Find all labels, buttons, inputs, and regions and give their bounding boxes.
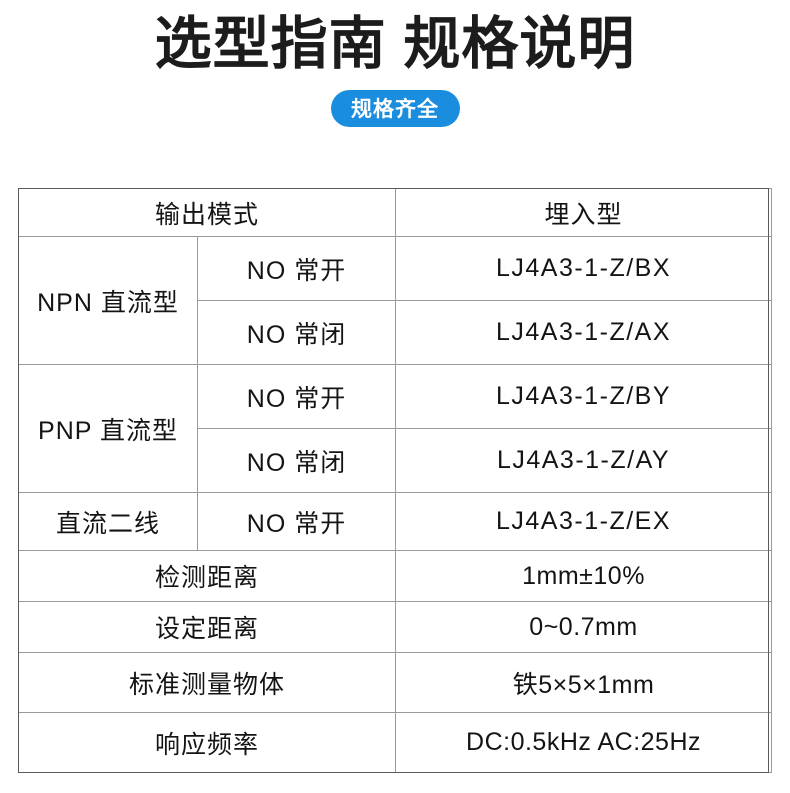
contact-type-pnp-nc: NO 常闭	[196, 428, 397, 493]
table-row: 设定距离 0~0.7mm	[17, 601, 773, 653]
contact-type-npn-no: NO 常开	[196, 236, 397, 301]
spec-value-response-frequency: DC:0.5kHz AC:25Hz	[395, 712, 773, 773]
spec-value-standard-target: 铁5×5×1mm	[395, 652, 773, 713]
spec-label-standard-target: 标准测量物体	[17, 652, 397, 713]
table-header-row: 输出模式 埋入型	[17, 188, 773, 237]
spec-value-sensing-distance: 1mm±10%	[395, 550, 773, 602]
group-label-pnp: PNP 直流型	[18, 364, 198, 493]
model-pnp-nc: LJ4A3-1-Z/AY	[395, 428, 773, 493]
spec-table: 输出模式 埋入型 NPN 直流型 NO 常开 LJ4A3-1-Z/BX NO 常…	[17, 188, 773, 773]
table-row: PNP 直流型 NO 常开 LJ4A3-1-Z/BY	[18, 364, 773, 493]
model-npn-nc: LJ4A3-1-Z/AX	[395, 300, 773, 365]
page-header: 选型指南 规格说明 规格齐全	[0, 0, 790, 127]
page-title: 选型指南 规格说明	[154, 12, 636, 76]
spec-table-container: 输出模式 埋入型 NPN 直流型 NO 常开 LJ4A3-1-Z/BX NO 常…	[17, 188, 773, 773]
model-pnp-no: LJ4A3-1-Z/BY	[395, 364, 773, 429]
table-row: NO 常闭 LJ4A3-1-Z/AX	[19, 300, 773, 365]
header-cell-output-mode: 输出模式	[17, 188, 397, 237]
table-row: 检测距离 1mm±10%	[17, 550, 773, 602]
spec-label-sensing-distance: 检测距离	[17, 550, 397, 602]
status-badge: 规格齐全	[330, 89, 460, 127]
table-row: 直流二线 NO 常开 LJ4A3-1-Z/EX	[18, 492, 773, 551]
spec-value-set-distance: 0~0.7mm	[395, 601, 773, 653]
header-cell-type: 埋入型	[395, 188, 773, 237]
badge-container: 规格齐全	[0, 89, 790, 127]
spec-label-response-frequency: 响应频率	[17, 712, 397, 773]
contact-type-pnp-no: NO 常开	[196, 364, 397, 429]
table-row: NPN 直流型 NO 常开 LJ4A3-1-Z/BX	[18, 236, 773, 365]
table-row: 标准测量物体 铁5×5×1mm	[17, 652, 773, 713]
spec-label-set-distance: 设定距离	[17, 601, 397, 653]
group-label-npn: NPN 直流型	[18, 236, 198, 365]
model-npn-no: LJ4A3-1-Z/BX	[395, 236, 773, 301]
contact-type-npn-nc: NO 常闭	[196, 300, 397, 365]
table-row: 响应频率 DC:0.5kHz AC:25Hz	[17, 712, 773, 773]
group-label-two-wire: 直流二线	[18, 492, 198, 551]
model-two-wire-no: LJ4A3-1-Z/EX	[395, 492, 773, 551]
contact-type-two-wire-no: NO 常开	[196, 492, 397, 551]
